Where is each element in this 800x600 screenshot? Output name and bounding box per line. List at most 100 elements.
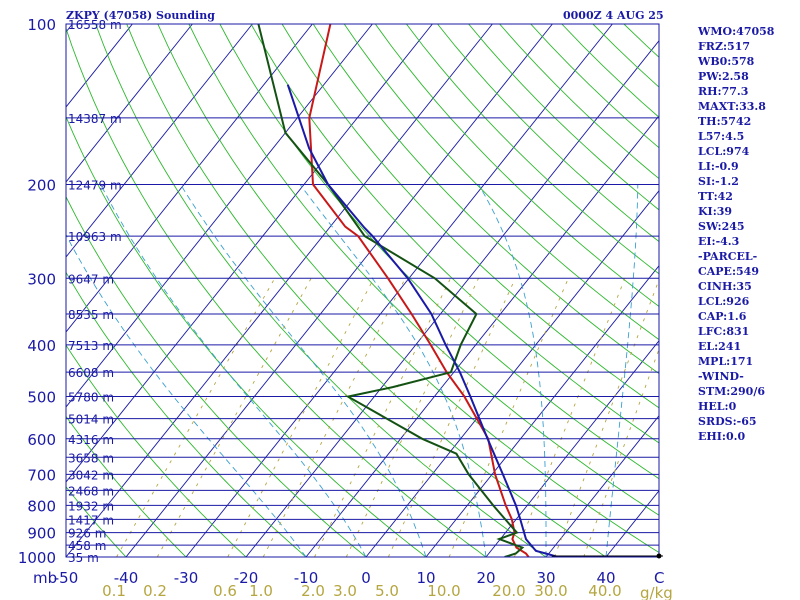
temperature-tick-label: 0 xyxy=(361,569,371,587)
temperature-tick-label: -50 xyxy=(54,569,79,587)
index-item: MAXT:33.8 xyxy=(698,100,766,113)
mixing-ratio-tick-label: 10.0 xyxy=(427,582,460,600)
index-item: KI:39 xyxy=(698,205,733,218)
index-item: CINH:35 xyxy=(698,280,752,293)
sounding-time: 0000Z 4 AUG 25 xyxy=(563,9,664,22)
index-item: LCL:926 xyxy=(698,295,750,308)
height-label: 458 m xyxy=(68,539,106,553)
height-label: 9647 m xyxy=(68,272,114,286)
moist-adiabat-line xyxy=(100,184,367,557)
height-label: 10963 m xyxy=(68,230,122,244)
isotherm-line xyxy=(0,24,12,557)
mixing-ratio-line xyxy=(448,278,569,557)
index-item: WMO:47058 xyxy=(698,25,775,38)
temperature-tick-label: -40 xyxy=(114,569,139,587)
pressure-tick-label: 300 xyxy=(27,270,56,288)
index-item: LCL:974 xyxy=(698,145,750,158)
index-item: LI:-0.9 xyxy=(698,160,739,173)
pressure-tick-label: 200 xyxy=(27,176,56,194)
isotherm-line xyxy=(66,24,253,258)
mixing-ratio-tick-label: 5.0 xyxy=(375,582,399,600)
index-item: SRDS:-65 xyxy=(698,415,757,428)
mixing-ratio-tick-label: 0.1 xyxy=(102,582,126,600)
index-item: FRZ:517 xyxy=(698,40,751,53)
mixing-ratio-line xyxy=(345,278,479,557)
dewpoint-profile-line xyxy=(257,24,525,557)
index-item: WB0:578 xyxy=(698,55,755,68)
height-label: 8535 m xyxy=(68,308,114,322)
index-item: LFC:831 xyxy=(698,325,750,338)
height-label: 7513 m xyxy=(68,339,114,353)
isotherm-line xyxy=(66,24,193,183)
temperature-tick-label: 40 xyxy=(596,569,615,587)
temperature-tick-label: 30 xyxy=(536,569,555,587)
pressure-tick-label: 900 xyxy=(27,525,56,543)
isotherm-line xyxy=(125,24,553,557)
moist-adiabat-line xyxy=(605,184,639,557)
temperature-tick-label: -10 xyxy=(294,569,319,587)
mixing-ratio-tick-label: 1.0 xyxy=(249,582,273,600)
height-label: 3042 m xyxy=(68,468,114,482)
height-label: 926 m xyxy=(68,527,106,541)
surface-wind-marker xyxy=(552,553,663,559)
sounding-title: ZKPY (47058) Sounding xyxy=(66,9,215,22)
height-label: 4316 m xyxy=(68,433,114,447)
isotherm-line xyxy=(66,24,313,333)
isotherm-line xyxy=(485,340,659,557)
height-label: 1417 m xyxy=(68,513,114,527)
isotherm-line xyxy=(425,265,659,557)
pressure-unit-label: mb xyxy=(33,569,57,587)
isotherm-line xyxy=(66,24,373,408)
temperature-tick-label: 10 xyxy=(416,569,435,587)
index-item: PW:2.58 xyxy=(698,70,749,83)
isotherm-line xyxy=(66,24,433,483)
dry-adiabat-line xyxy=(126,24,607,557)
mixing-ratio-tick-label: 2.0 xyxy=(301,582,325,600)
index-item: SI:-1.2 xyxy=(698,175,739,188)
parcel-profile-line xyxy=(286,84,559,557)
index-item: TH:5742 xyxy=(698,115,752,128)
index-item: MPL:171 xyxy=(698,355,754,368)
mixing-ratio-line xyxy=(583,347,659,557)
height-label: 1932 m xyxy=(68,499,114,513)
indices-panel: WMO:47058 FRZ:517 WB0:578 PW:2.58 RH:77.3 MAX… xyxy=(698,24,798,444)
index-item: HEL:0 xyxy=(698,400,737,413)
mixing-ratio-tick-label: 0.6 xyxy=(213,582,237,600)
index-item: EL:241 xyxy=(698,340,742,353)
index-item: -PARCEL- xyxy=(698,250,758,263)
dry-adiabat-line xyxy=(66,27,487,557)
pressure-tick-label: 500 xyxy=(27,389,56,407)
index-item: EI:-4.3 xyxy=(698,235,740,248)
plot-frame xyxy=(65,23,660,558)
temperature-tick-label: -20 xyxy=(234,569,259,587)
isotherm-line xyxy=(66,24,493,557)
mixing-ratio-tick-label: 0.2 xyxy=(143,582,167,600)
index-item: L57:4.5 xyxy=(698,130,745,143)
mixing-ratio-line xyxy=(513,278,626,557)
mixing-ratio-unit-label: g/kg xyxy=(640,584,673,600)
height-label: 14387 m xyxy=(68,112,122,126)
height-label: 12479 m xyxy=(68,178,122,192)
mixing-ratio-line xyxy=(314,278,451,557)
height-label: 35 m xyxy=(68,551,99,565)
temperature-unit-label: C xyxy=(654,569,664,587)
isotherm-line xyxy=(245,40,659,557)
temperature-tick-label: 20 xyxy=(476,569,495,587)
isotherm-line xyxy=(365,190,659,557)
pressure-tick-label: 600 xyxy=(27,431,56,449)
height-label: 5014 m xyxy=(68,413,114,427)
moist-adiabat-line xyxy=(478,184,547,557)
mixing-ratio-tick-label: 3.0 xyxy=(333,582,357,600)
pressure-tick-label: 1000 xyxy=(18,549,56,567)
pressure-tick-label: 700 xyxy=(27,466,56,484)
index-item: RH:77.3 xyxy=(698,85,749,98)
index-item: CAP:1.6 xyxy=(698,310,747,323)
temperature-tick-label: -30 xyxy=(174,569,199,587)
index-item: EHI:0.0 xyxy=(698,430,746,443)
index-item: -WIND- xyxy=(698,370,744,383)
dry-adiabat-line xyxy=(157,24,659,554)
index-item: SW:245 xyxy=(698,220,745,233)
index-item: CAPE:549 xyxy=(698,265,759,278)
moist-adiabat-line xyxy=(180,184,427,557)
